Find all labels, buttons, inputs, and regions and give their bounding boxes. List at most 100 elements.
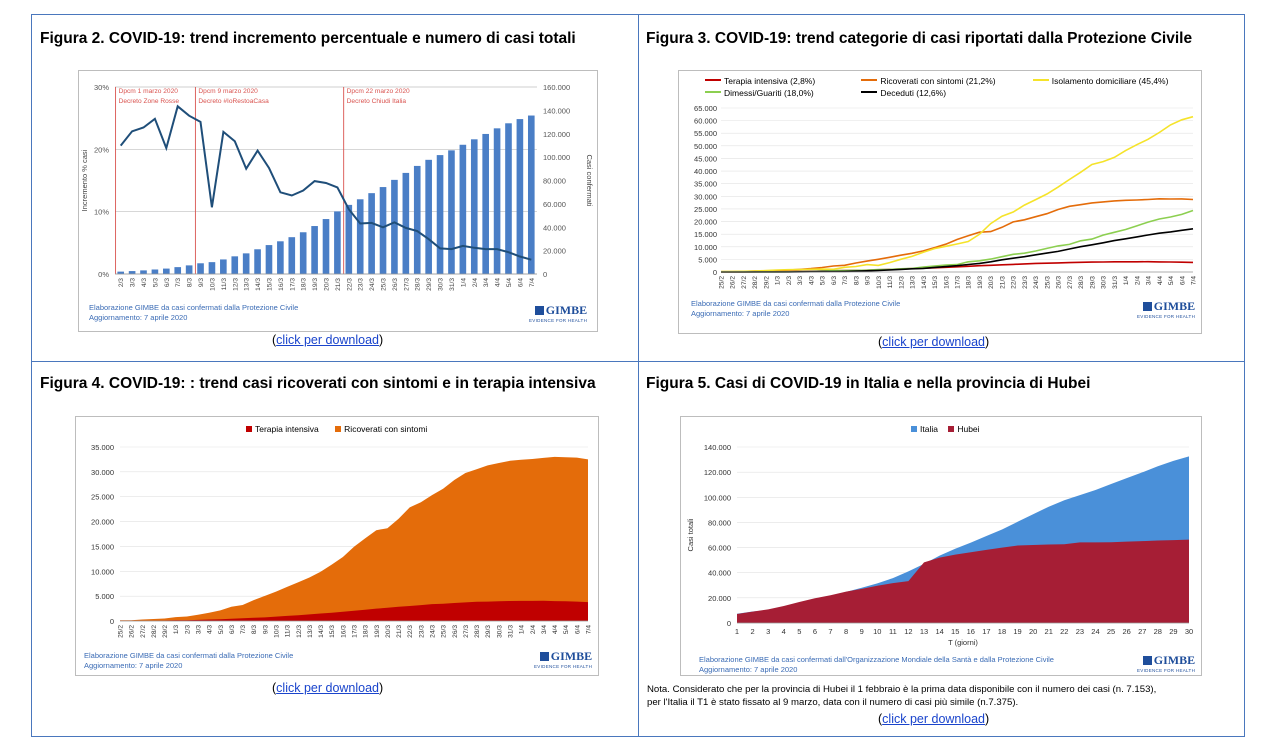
x-tick-label: 3/3 bbox=[797, 276, 804, 285]
x-axis-title: T (giorni) bbox=[948, 638, 978, 647]
x-tick-label: 26/3 bbox=[1056, 276, 1063, 289]
x-tick-label: 20/3 bbox=[988, 276, 995, 289]
x-tick-label: 22 bbox=[1060, 627, 1068, 636]
x-tick-label: 17/3 bbox=[955, 276, 962, 289]
bar bbox=[391, 179, 398, 274]
y-tick-label: 120.000 bbox=[704, 468, 731, 477]
x-tick-label: 1/3 bbox=[173, 625, 180, 634]
figure-4-svg: 0 5.000 10.000 15.000 20.000 25.000 30.000 35.0… bbox=[91, 443, 592, 638]
figure-2-chart: 0% 10% 20% 30% 0 20.000 40.000 60.000 80.000 100.… bbox=[78, 70, 598, 332]
x-tick-label: 13/3 bbox=[244, 278, 251, 291]
x-tick-label: 11/3 bbox=[221, 278, 228, 291]
y-tick-label: 10.000 bbox=[91, 567, 114, 576]
x-tick-label: 1/4 bbox=[1123, 276, 1130, 285]
y-tick-label: 40.000 bbox=[694, 167, 717, 176]
x-tick-label: 25/3 bbox=[381, 278, 388, 291]
x-tick-label: 26/3 bbox=[452, 625, 459, 638]
bar bbox=[254, 249, 261, 274]
y2-tick-label: 20.000 bbox=[543, 247, 566, 256]
x-tick-label: 15 bbox=[951, 627, 959, 636]
x-tick-label: 4/4 bbox=[1157, 276, 1164, 285]
figure-2-download: (click per download) bbox=[272, 333, 384, 347]
y-tick-label: 30.000 bbox=[694, 192, 717, 201]
y2-tick-label: 60.000 bbox=[543, 200, 566, 209]
x-tick-label: 3 bbox=[766, 627, 770, 636]
x-tick-label: 7/4 bbox=[1191, 276, 1198, 285]
figure-4-chart: 0 5.000 10.000 15.000 20.000 25.000 30.000 35.0… bbox=[75, 416, 599, 676]
x-tick-label: 8/3 bbox=[251, 625, 258, 634]
x-tick-label: 30/3 bbox=[438, 278, 445, 291]
figure-2-download-link[interactable]: click per download bbox=[276, 333, 380, 347]
x-tick-label: 27 bbox=[1138, 627, 1146, 636]
y-axis-title: Casi totali bbox=[686, 518, 695, 551]
area-ricoverati-con-sintomi bbox=[120, 456, 588, 621]
bar bbox=[356, 199, 364, 274]
decree-annotation: Decreto Zone Rosse bbox=[119, 98, 180, 105]
bar bbox=[174, 267, 182, 274]
x-tick-label: 5/4 bbox=[563, 625, 570, 634]
x-tick-label: 15/3 bbox=[932, 276, 939, 289]
figure-3-download-link[interactable]: click per download bbox=[882, 335, 986, 349]
x-tick-label: 1/4 bbox=[460, 278, 467, 287]
x-tick-label: 20 bbox=[1029, 627, 1037, 636]
series-line bbox=[721, 228, 1194, 273]
series-line bbox=[721, 209, 1194, 273]
x-tick-label: 18/3 bbox=[363, 625, 370, 638]
x-tick-label: 13/3 bbox=[910, 276, 917, 289]
x-tick-label: 3/3 bbox=[130, 278, 137, 287]
x-tick-label: 2 bbox=[751, 627, 755, 636]
figure-3-chart: 0 5.000 10.000 15.000 20.000 25.000 30.000 35.0… bbox=[678, 70, 1202, 334]
legend-item: Hubei bbox=[948, 424, 980, 434]
x-tick-label: 10/3 bbox=[209, 278, 216, 291]
x-tick-label: 29/3 bbox=[426, 278, 433, 291]
bar bbox=[242, 253, 250, 274]
x-tick-label: 9/3 bbox=[198, 278, 205, 287]
x-tick-label: 27/2 bbox=[741, 276, 748, 289]
x-tick-label: 25/2 bbox=[719, 276, 726, 289]
figure-2-svg: 0% 10% 20% 30% 0 20.000 40.000 60.000 80.000 100.… bbox=[80, 83, 594, 291]
x-tick-label: 19 bbox=[1013, 627, 1021, 636]
figure-3-legend: Terapia intensiva (2,8%) Ricoverati con … bbox=[705, 76, 1182, 100]
x-tick-label: 8/3 bbox=[853, 276, 860, 285]
x-tick-label: 8/3 bbox=[187, 278, 194, 287]
x-tick-label: 6/3 bbox=[229, 625, 236, 634]
y2-tick-label: 80.000 bbox=[543, 177, 566, 186]
x-tick-label: 12/3 bbox=[296, 625, 303, 638]
y-tick-label: 35.000 bbox=[694, 180, 717, 189]
y-tick-label: 30.000 bbox=[91, 468, 114, 477]
bar bbox=[459, 144, 467, 274]
x-tick-label: 11 bbox=[889, 627, 897, 636]
figure-5-download: (click per download) bbox=[878, 712, 990, 726]
x-tick-label: 20/3 bbox=[385, 625, 392, 638]
x-tick-label: 17/3 bbox=[352, 625, 359, 638]
x-tick-label: 14/3 bbox=[318, 625, 325, 638]
x-tick-label: 17/3 bbox=[289, 278, 296, 291]
x-tick-label: 7/3 bbox=[240, 625, 247, 634]
decree-annotation: Dpcm 9 marzo 2020 bbox=[198, 88, 258, 95]
x-tick-label: 6/4 bbox=[517, 278, 524, 287]
grid-divider-horizontal bbox=[32, 361, 1244, 362]
legend-item: Ricoverati con sintomi (21,2%) bbox=[861, 76, 1016, 86]
x-tick-label: 16/3 bbox=[943, 276, 950, 289]
x-tick-label: 7 bbox=[828, 627, 832, 636]
x-tick-label: 18/3 bbox=[966, 276, 973, 289]
y2-tick-label: 140.000 bbox=[543, 106, 570, 115]
x-tick-label: 2/4 bbox=[1134, 276, 1141, 285]
legend-item: Italia bbox=[911, 424, 938, 434]
y2-tick-label: 120.000 bbox=[543, 130, 570, 139]
x-tick-label: 2/4 bbox=[472, 278, 479, 287]
x-tick-label: 10/3 bbox=[876, 276, 883, 289]
x-tick-label: 9 bbox=[860, 627, 864, 636]
bar bbox=[140, 270, 147, 274]
y-tick-label: 65.000 bbox=[694, 104, 717, 113]
x-tick-label: 29/2 bbox=[763, 276, 770, 289]
x-tick-label: 2/3 bbox=[184, 625, 191, 634]
x-tick-label: 21/3 bbox=[396, 625, 403, 638]
x-tick-label: 28 bbox=[1154, 627, 1162, 636]
figure-5-download-link[interactable]: click per download bbox=[882, 712, 986, 726]
bar bbox=[117, 271, 125, 274]
x-tick-label: 31/3 bbox=[1112, 276, 1119, 289]
figure-4-download-link[interactable]: click per download bbox=[276, 681, 380, 695]
x-tick-label: 29/3 bbox=[485, 625, 492, 638]
x-tick-label: 25/3 bbox=[441, 625, 448, 638]
